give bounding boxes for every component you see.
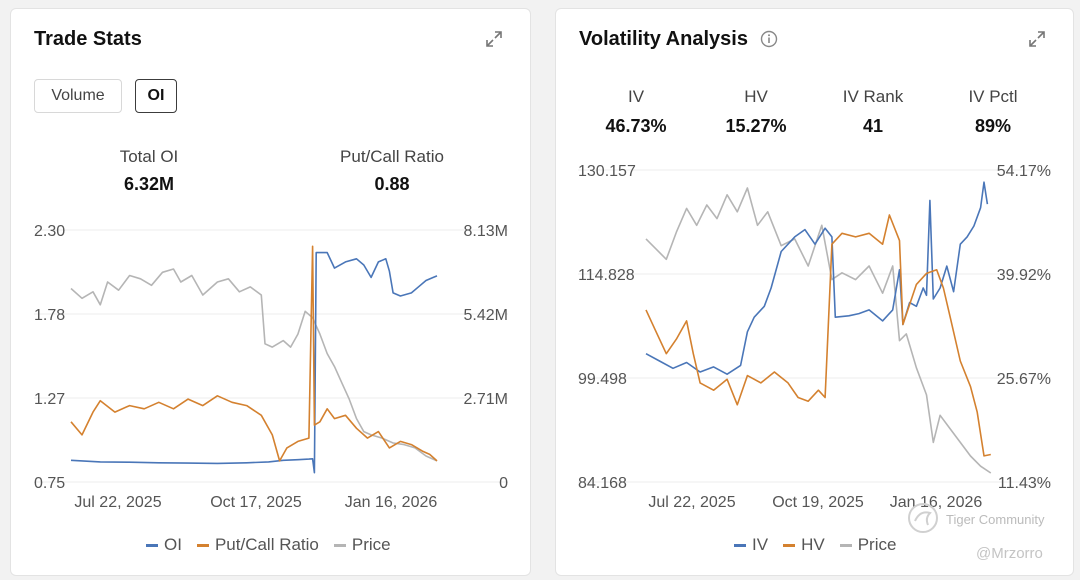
volatility-chart: 130.157 54.17% 114.828 39.92% 99.498 25.67% 84… [578,163,1051,511]
tiger-logo-icon [908,503,938,533]
legend-price-label: Price [351,535,391,554]
y-right-tick-label: 54.17% [997,163,1051,180]
legend-price-swatch [333,543,346,547]
legend-oi-swatch [146,543,158,547]
x-tick-label: Oct 19, 2025 [772,494,864,511]
put-call-ratio-value: 0.88 [374,174,410,194]
legend-price-swatch [839,543,852,547]
hv-value: 15.27% [725,116,787,136]
series-line-put-call-ratio [70,245,438,462]
y-right-tick-label: 11.43% [998,475,1051,492]
x-tick-label: Oct 17, 2025 [210,494,302,511]
expand-icon[interactable] [1027,29,1047,49]
y-left-tick-label: 2.30 [34,223,65,240]
iv-rank-label: IV Rank [842,87,904,106]
legend-pcr-swatch [196,543,209,547]
total-oi-label: Total OI [119,147,179,166]
trade-stats-legend: OI Put/Call Ratio Price [146,535,401,555]
series-line-price [70,268,438,462]
legend-iv[interactable]: IV [734,535,768,555]
volatility-title: Volatility Analysis [579,28,748,50]
info-icon[interactable] [760,30,778,48]
iv-pctl-label: IV Pctl [968,87,1018,106]
y-right-tick-label: 8.13M [464,223,508,240]
tab-oi[interactable]: OI [135,79,177,113]
volatility-legend: IV HV Price [734,535,906,555]
legend-price-label: Price [857,535,897,554]
y-left-tick-label: 1.78 [34,307,65,324]
put-call-ratio-label: Put/Call Ratio [340,147,444,166]
total-oi-value: 6.32M [123,174,175,194]
iv-pctl-value: 89% [974,116,1012,136]
iv-value: 46.73% [605,116,667,136]
legend-hv[interactable]: HV [783,535,825,555]
legend-hv-swatch [783,543,796,547]
legend-price[interactable]: Price [333,535,391,555]
y-left-tick-label: 130.157 [578,163,636,180]
series-line-iv [645,181,989,376]
trade-stats-chart: 2.30 8.13M 1.78 5.42M 1.27 2.71M 0.75 0 Jul 22, … [34,223,508,511]
y-left-tick-label: 114.828 [578,267,635,284]
legend-pcr-label: Put/Call Ratio [214,535,319,554]
legend-iv-label: IV [752,535,769,554]
y-left-tick-label: 84.168 [578,475,627,492]
watermark-brand: Tiger Community [946,512,1045,527]
volatility-card: Volatility Analysis IV 46.73% HV 15.27% … [555,8,1074,576]
y-right-tick-label: 25.67% [997,371,1051,388]
x-tick-label: Jul 22, 2025 [648,494,735,511]
y-right-tick-label: 0 [499,475,508,492]
series-line-hv [645,214,991,457]
trade-stats-title: Trade Stats [34,28,142,50]
x-tick-label: Jul 22, 2025 [74,494,161,511]
legend-iv-swatch [734,543,746,547]
y-right-tick-label: 39.92% [997,267,1051,284]
series-line-price [645,187,992,474]
y-left-tick-label: 99.498 [578,371,627,388]
tab-volume[interactable]: Volume [34,79,122,113]
y-left-tick-label: 0.75 [34,475,65,492]
legend-hv-label: HV [801,535,825,554]
expand-icon[interactable] [484,29,504,49]
y-right-tick-label: 5.42M [464,307,508,324]
y-right-tick-label: 2.71M [464,391,508,408]
hv-label: HV [744,87,768,106]
legend-oi[interactable]: OI [146,535,182,555]
legend-price[interactable]: Price [839,535,897,555]
x-tick-label: Jan 16, 2026 [345,494,438,511]
legend-oi-label: OI [164,535,182,554]
x-tick-label: Jan 16, 2026 [890,494,983,511]
trade-stats-card: Trade Stats Volume OI Total OI 6.32M Put… [10,8,531,576]
watermark-user: @Mrzorro [976,545,1043,562]
iv-label: IV [627,87,645,106]
iv-rank-value: 41 [862,116,884,136]
legend-put-call-ratio[interactable]: Put/Call Ratio [196,535,319,555]
y-left-tick-label: 1.27 [34,391,65,408]
series-line-oi [70,251,438,474]
